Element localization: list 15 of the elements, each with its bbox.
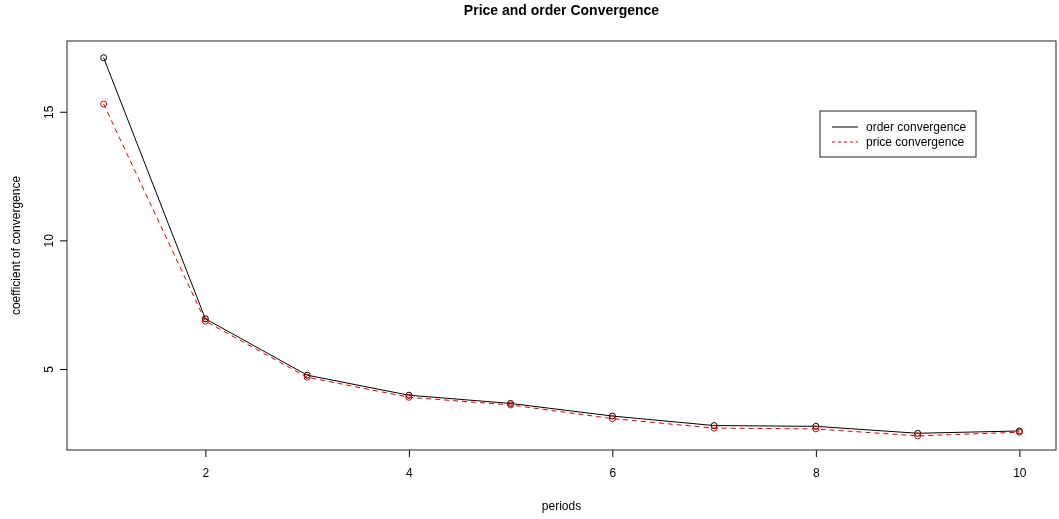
legend-label: order convergence xyxy=(866,120,967,134)
chart-title: Price and order Convergence xyxy=(463,2,660,18)
y-axis-title: coefficient of convergence xyxy=(9,175,23,316)
x-axis-title: periods xyxy=(541,499,582,513)
x-tick-label: 6 xyxy=(609,465,617,480)
point xyxy=(100,54,108,62)
y-tick-label: 5 xyxy=(42,365,56,373)
legend-label: price convergence xyxy=(866,135,965,149)
y-tick-label: 10 xyxy=(42,233,56,248)
x-tick-label: 8 xyxy=(813,465,821,480)
y-tick-label: 15 xyxy=(42,105,56,119)
x-tick-label: 4 xyxy=(406,465,414,480)
point xyxy=(100,100,108,108)
x-tick-label: 2 xyxy=(202,465,210,480)
x-tick-label: 10 xyxy=(1013,465,1027,480)
